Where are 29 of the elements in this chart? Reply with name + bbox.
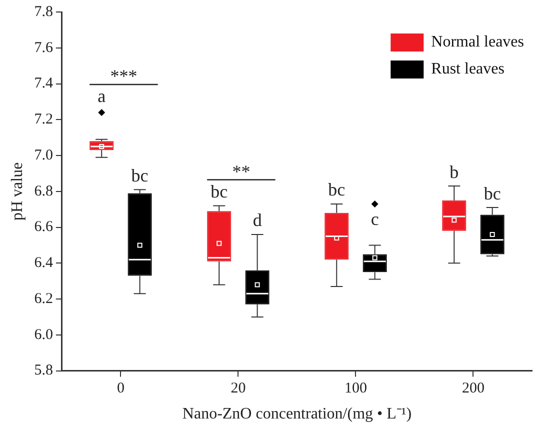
- annotation: bc: [484, 183, 501, 204]
- annotation: ***: [110, 66, 138, 86]
- y-tick-label: 6.8: [34, 183, 53, 200]
- y-tick-label: 7.8: [34, 4, 53, 20]
- x-tick-label: 200: [462, 380, 484, 397]
- y-tick-label: 7.4: [34, 76, 54, 92]
- y-tick-label: 7.2: [34, 112, 53, 128]
- annotation: a: [98, 86, 106, 106]
- annotation: bc: [328, 180, 346, 200]
- annotation: b: [450, 162, 459, 182]
- y-tick-label: 6.2: [34, 290, 53, 307]
- annotation: bc: [210, 181, 228, 202]
- legend-label: Normal leaves: [431, 34, 524, 51]
- x-tick-label: 100: [344, 380, 367, 397]
- y-tick-label: 7.6: [34, 40, 54, 56]
- y-axis-title: pH value: [8, 162, 26, 220]
- x-tick-label: 0: [116, 380, 124, 397]
- annotation: **: [232, 161, 250, 182]
- annotation: c: [370, 208, 379, 229]
- annotation: bc: [131, 165, 148, 186]
- y-tick-label: 7.0: [34, 147, 53, 164]
- y-tick-label: 6.6: [34, 219, 54, 236]
- x-axis-title: Nano-ZnO concentration/(mg • L⁻¹): [182, 406, 412, 423]
- y-tick-label: 5.8: [34, 362, 53, 379]
- x-tick-label: 20: [230, 380, 246, 397]
- annotation: d: [252, 210, 262, 230]
- legend-label: Rust leaves: [431, 60, 504, 78]
- y-tick-label: 6.4: [34, 255, 54, 272]
- y-tick-label: 6.0: [34, 326, 53, 343]
